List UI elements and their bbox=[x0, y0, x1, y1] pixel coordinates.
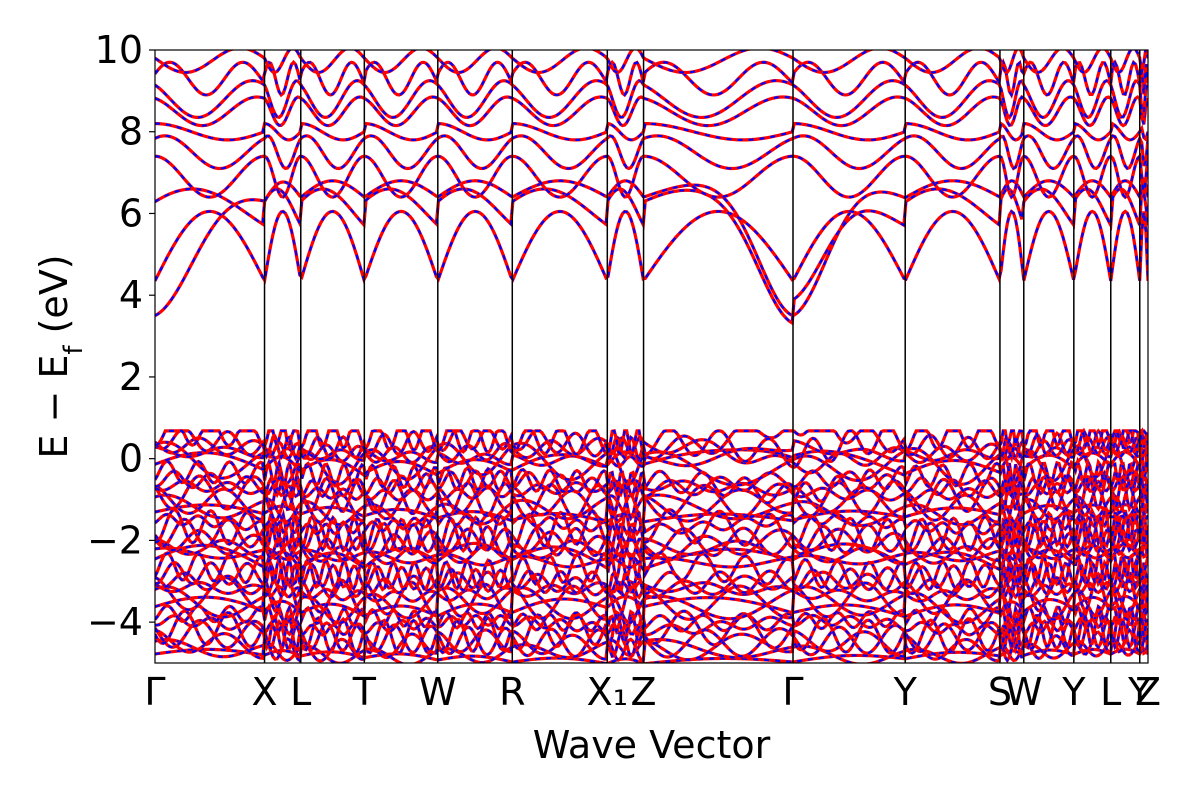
band-line-red bbox=[155, 556, 1148, 596]
y-tick-label: 0 bbox=[119, 437, 143, 481]
band-line-blue bbox=[155, 603, 1148, 634]
band-line-red bbox=[155, 637, 1148, 663]
band-line-blue bbox=[155, 580, 1148, 603]
x-tick-label: L bbox=[290, 670, 311, 714]
band-line-blue bbox=[155, 478, 1148, 502]
y-axis-ticks: −4 −2 0 2 4 6 8 10 bbox=[87, 28, 155, 644]
band-line-blue bbox=[155, 121, 1148, 142]
x-tick-label: Γ bbox=[782, 670, 803, 714]
band-line-blue bbox=[155, 153, 1148, 199]
x-tick-label: L bbox=[1100, 670, 1121, 714]
band-line-blue bbox=[155, 428, 1148, 463]
band-line-blue bbox=[155, 612, 1148, 637]
band-line-blue bbox=[155, 439, 1148, 468]
band-line-red bbox=[155, 456, 1148, 506]
band-line-blue bbox=[155, 59, 1148, 98]
band-line-blue bbox=[155, 429, 1148, 469]
x-tick-label: W bbox=[1005, 670, 1043, 714]
band-line-blue bbox=[155, 177, 1148, 317]
band-line-blue bbox=[155, 209, 1148, 284]
high-symmetry-lines bbox=[263, 50, 1141, 663]
x-tick-label: X bbox=[252, 670, 278, 714]
x-tick-label: R bbox=[499, 670, 525, 714]
band-line-blue bbox=[155, 436, 1148, 474]
band-line-red bbox=[155, 176, 1148, 318]
x-tick-label: Z bbox=[1135, 670, 1161, 714]
x-tick-label: Y bbox=[1127, 670, 1152, 714]
x-axis-label: Wave Vector bbox=[533, 723, 771, 767]
y-tick-label: 8 bbox=[119, 110, 143, 154]
band-line-blue bbox=[155, 467, 1148, 499]
band-line-blue bbox=[155, 493, 1148, 528]
band-line-red bbox=[155, 448, 1148, 478]
band-line-blue bbox=[155, 134, 1148, 170]
band-line-blue bbox=[155, 441, 1148, 487]
y-tick-label: 4 bbox=[119, 273, 143, 317]
band-line-red bbox=[155, 504, 1148, 555]
band-line-blue bbox=[155, 483, 1148, 525]
x-tick-label: Y bbox=[893, 670, 918, 714]
plot-frame bbox=[154, 49, 1149, 664]
band-line-red bbox=[155, 152, 1148, 200]
band-line-blue bbox=[155, 473, 1148, 521]
x-tick-label: Z bbox=[631, 670, 657, 714]
band-line-blue bbox=[155, 79, 1148, 120]
band-line-blue bbox=[155, 546, 1148, 569]
y-tick-label: −4 bbox=[87, 600, 143, 644]
band-line-blue bbox=[155, 187, 1148, 325]
y-axis-label: E − Ef (eV) bbox=[32, 254, 89, 458]
x-tick-label: W bbox=[419, 670, 457, 714]
band-lines bbox=[155, 50, 1148, 663]
x-tick-label: Γ bbox=[144, 670, 165, 714]
x-tick-label: S bbox=[988, 670, 1012, 714]
y-tick-label: 2 bbox=[119, 355, 143, 399]
band-line-blue bbox=[155, 550, 1148, 591]
x-axis-ticks: Γ X L T W R X₁ Z Γ Y SW Y L YZ bbox=[144, 670, 1161, 714]
x-tick-label: Y bbox=[1061, 670, 1086, 714]
band-line-blue bbox=[155, 513, 1148, 537]
band-line-blue bbox=[155, 574, 1148, 622]
band-line-red bbox=[155, 186, 1148, 326]
x-tick-label: T bbox=[352, 670, 377, 714]
x-tick-label: X₁ bbox=[587, 670, 628, 714]
band-line-blue bbox=[155, 617, 1148, 659]
band-line-blue bbox=[155, 50, 1148, 74]
band-line-blue bbox=[155, 537, 1148, 565]
band-line-blue bbox=[155, 628, 1148, 663]
y-tick-label: −2 bbox=[87, 518, 143, 562]
band-line-blue bbox=[155, 95, 1148, 127]
y-tick-label: 6 bbox=[119, 191, 143, 235]
y-tick-label: 10 bbox=[95, 28, 143, 72]
band-line-red bbox=[155, 134, 1148, 171]
band-line-blue bbox=[155, 516, 1148, 559]
